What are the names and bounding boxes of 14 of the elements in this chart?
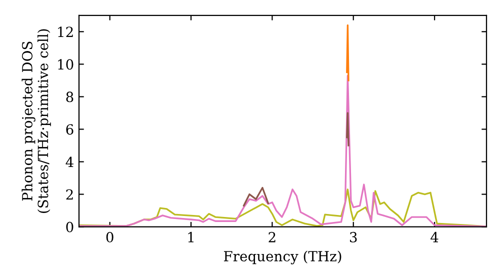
y-axis-title: Phonon projected DOS (States/THz·primitive cell) [22, 29, 51, 213]
y-tick-label: 6 [66, 124, 74, 135]
x-tick-label: 3 [350, 232, 357, 242]
x-tick-label: 1 [188, 232, 194, 242]
x-tick-label: 0 [106, 232, 114, 242]
x-tick-label: 2 [268, 232, 276, 242]
y-tick-label: 0 [66, 222, 74, 232]
y-tick-label: 2 [66, 189, 73, 200]
x-tick-label: 4 [430, 232, 438, 242]
y-tick-label: 8 [66, 92, 74, 102]
y-tick-label: 4 [66, 156, 74, 168]
x-axis-title: Frequency (THz) [224, 250, 342, 264]
y-tick-label: 10 [58, 59, 74, 70]
y-tick-label: 12 [58, 26, 73, 37]
